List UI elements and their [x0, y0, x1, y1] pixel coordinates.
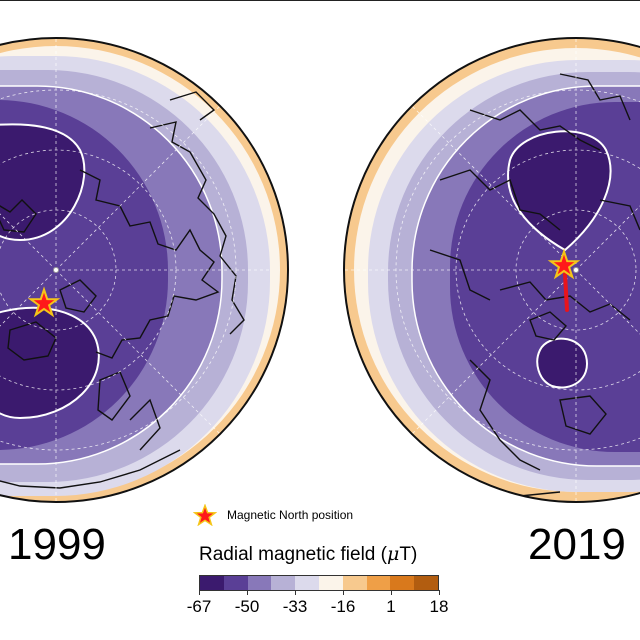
map-1999-field	[0, 38, 288, 502]
legend-marker-row: Magnetic North position	[193, 504, 354, 526]
colorbar-tick-label: -67	[186, 597, 212, 616]
colorbar-bin-3	[271, 576, 296, 590]
legend-marker-label: Magnetic North position	[227, 508, 354, 522]
magnetic-pole-marker-1999	[27, 286, 61, 318]
colorbar-bin-1	[223, 576, 248, 590]
colorbar-bin-9	[414, 576, 438, 590]
map-1999-coastlines	[0, 91, 245, 489]
colorbar-bin-0	[200, 576, 224, 590]
star-icon	[193, 504, 217, 526]
magnetic-pole-marker-2019	[547, 248, 581, 280]
map-2019-graticule	[344, 38, 640, 502]
map-1999-outline	[0, 37, 289, 503]
year-label-1999: 1999	[8, 520, 106, 569]
map-2019-outline	[343, 37, 640, 503]
colorbar-tick-label: -16	[330, 597, 356, 616]
map-1999	[0, 37, 289, 503]
colorbar-tick-mark	[438, 590, 440, 595]
colorbar-tick-mark	[246, 590, 248, 595]
pole-drift-track	[563, 272, 569, 312]
colorbar-tick-label: 18	[429, 597, 449, 616]
colorbar	[199, 575, 439, 591]
colorbar-ticks	[198, 590, 440, 596]
colorbar-tick-label: -33	[282, 597, 308, 616]
colorbar-bin-5	[318, 576, 343, 590]
colorbar-title: Radial magnetic field (μT)	[199, 543, 417, 566]
map-2019-field	[344, 38, 640, 502]
map-2019	[343, 37, 640, 503]
colorbar-bin-8	[390, 576, 415, 590]
colorbar-tick-mark	[390, 590, 392, 595]
year-label-2019: 2019	[528, 520, 626, 569]
top-border-line	[0, 0, 640, 1]
colorbar-bin-7	[366, 576, 391, 590]
geographic-pole-2019	[573, 267, 579, 273]
map-1999-graticule	[0, 38, 270, 502]
colorbar-tick-mark	[342, 590, 344, 595]
colorbar-bin-6	[342, 576, 367, 590]
colorbar-tick-mark	[198, 590, 200, 595]
geographic-pole-1999	[53, 267, 59, 273]
colorbar-tick-mark	[294, 590, 296, 595]
colorbar-unit-rest: T)	[399, 544, 418, 565]
colorbar-bin-4	[295, 576, 319, 590]
colorbar-unit-mu: μ	[386, 543, 400, 565]
colorbar-tick-label: 1	[386, 597, 396, 616]
colorbar-title-text: Radial magnetic field (	[199, 544, 387, 565]
colorbar-tick-label: -50	[234, 597, 260, 616]
colorbar-bin-2	[247, 576, 272, 590]
